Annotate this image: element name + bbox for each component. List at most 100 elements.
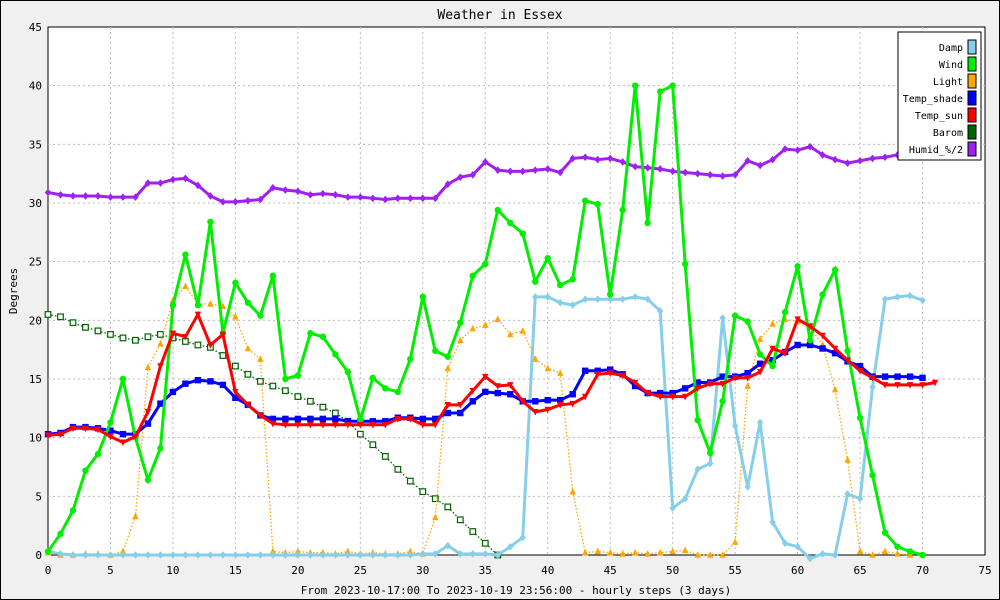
series-humid-2 — [44, 140, 914, 206]
data-point-wind — [569, 276, 576, 283]
data-point-humid-2 — [319, 189, 327, 198]
data-point-wind — [207, 218, 214, 225]
data-point-barom — [431, 495, 439, 503]
data-point-light — [144, 363, 152, 371]
data-point-temp-sun — [57, 431, 64, 438]
data-point-damp — [607, 295, 614, 304]
data-point-damp — [432, 550, 439, 558]
x-tick-label: 15 — [229, 564, 242, 577]
data-point-light — [631, 548, 639, 556]
data-point-damp — [507, 542, 514, 551]
data-point-damp — [132, 551, 139, 559]
data-point-damp — [781, 539, 789, 548]
data-point-temp-shade — [919, 374, 926, 382]
data-point-temp-shade — [419, 415, 426, 423]
data-point-damp — [57, 550, 64, 558]
data-point-humid-2 — [881, 153, 889, 162]
data-point-temp-shade — [557, 396, 564, 404]
data-point-light — [719, 551, 726, 558]
data-point-damp — [457, 550, 464, 558]
data-point-temp-sun — [507, 382, 514, 389]
data-point-humid-2 — [744, 156, 751, 165]
data-point-temp-shade — [157, 400, 164, 407]
data-point-light — [344, 547, 352, 555]
data-point-temp-sun — [731, 375, 739, 382]
data-point-humid-2 — [194, 181, 202, 190]
axis-tick-labels: 0 5 10 15 20 25 30 35 40 45 0 5 10 15 20 25 30 35 40 45 50 55… — [29, 21, 992, 577]
data-point-damp — [557, 298, 564, 307]
data-point-temp-sun — [894, 382, 901, 389]
data-point-humid-2 — [469, 171, 476, 179]
data-point-wind — [781, 308, 789, 316]
x-tick-label: 0 — [45, 564, 52, 577]
y-tick-label: 40 — [29, 80, 42, 93]
data-point-humid-2 — [407, 194, 414, 203]
data-point-barom — [469, 528, 477, 535]
data-point-light — [881, 547, 889, 555]
data-point-light — [769, 320, 776, 327]
data-point-wind — [719, 398, 726, 405]
data-point-temp-shade — [494, 389, 501, 397]
data-point-temp-sun — [232, 389, 239, 396]
legend-swatch-damp — [967, 39, 977, 55]
data-point-light — [656, 548, 664, 556]
y-axis-label: Degrees — [7, 268, 20, 314]
data-point-damp — [182, 551, 189, 559]
data-point-temp-shade — [482, 388, 489, 396]
data-point-wind — [469, 272, 476, 279]
data-point-barom — [269, 382, 277, 390]
data-point-temp-shade — [794, 341, 801, 349]
data-point-humid-2 — [394, 194, 402, 203]
data-point-humid-2 — [182, 174, 189, 183]
data-point-humid-2 — [457, 173, 464, 181]
data-point-barom — [132, 336, 139, 344]
data-point-damp — [894, 293, 901, 301]
data-point-temp-sun — [569, 400, 576, 408]
data-point-barom — [481, 539, 489, 547]
data-point-wind — [119, 375, 127, 383]
data-point-barom — [456, 516, 464, 524]
series-damp — [44, 291, 926, 563]
y-tick-label: 15 — [29, 373, 42, 386]
data-point-temp-sun — [544, 406, 551, 414]
data-point-light — [269, 547, 277, 555]
data-point-wind — [194, 301, 202, 309]
data-point-temp-sun — [482, 373, 489, 381]
data-point-temp-sun — [557, 402, 564, 409]
data-point-wind — [619, 206, 626, 214]
legend-label-wind: Wind — [939, 60, 963, 71]
data-point-light — [469, 324, 476, 332]
data-point-wind — [644, 219, 651, 227]
data-point-light — [544, 364, 551, 372]
data-point-wind — [107, 419, 114, 426]
data-point-temp-sun — [307, 421, 314, 429]
x-tick-label: 50 — [666, 564, 679, 577]
data-point-temp-sun — [82, 425, 89, 433]
plot-area — [47, 26, 986, 556]
data-point-damp — [532, 293, 539, 301]
data-point-humid-2 — [532, 166, 539, 174]
series-line-temp-sun — [47, 311, 936, 445]
data-point-temp-sun — [207, 342, 214, 349]
data-point-wind — [294, 372, 302, 379]
data-point-temp-sun — [319, 421, 327, 429]
data-point-humid-2 — [557, 168, 564, 177]
data-point-humid-2 — [82, 192, 89, 200]
chart-title: Weather in Essex — [437, 8, 562, 23]
data-point-temp-sun — [819, 332, 826, 340]
data-point-humid-2 — [232, 198, 239, 206]
data-point-damp — [706, 459, 714, 468]
data-point-temp-sun — [906, 382, 914, 389]
data-point-temp-sun — [344, 421, 352, 429]
legend-swatch-temp-shade — [967, 90, 977, 106]
data-point-temp-sun — [806, 323, 814, 330]
data-point-temp-sun — [619, 372, 626, 380]
x-tick-label: 65 — [853, 564, 866, 577]
data-point-barom — [306, 397, 314, 405]
data-point-wind — [182, 251, 189, 258]
data-point-humid-2 — [644, 164, 651, 172]
data-point-wind — [507, 219, 514, 227]
data-point-wind — [44, 548, 52, 555]
data-point-light — [407, 547, 414, 555]
data-point-wind — [144, 476, 152, 484]
